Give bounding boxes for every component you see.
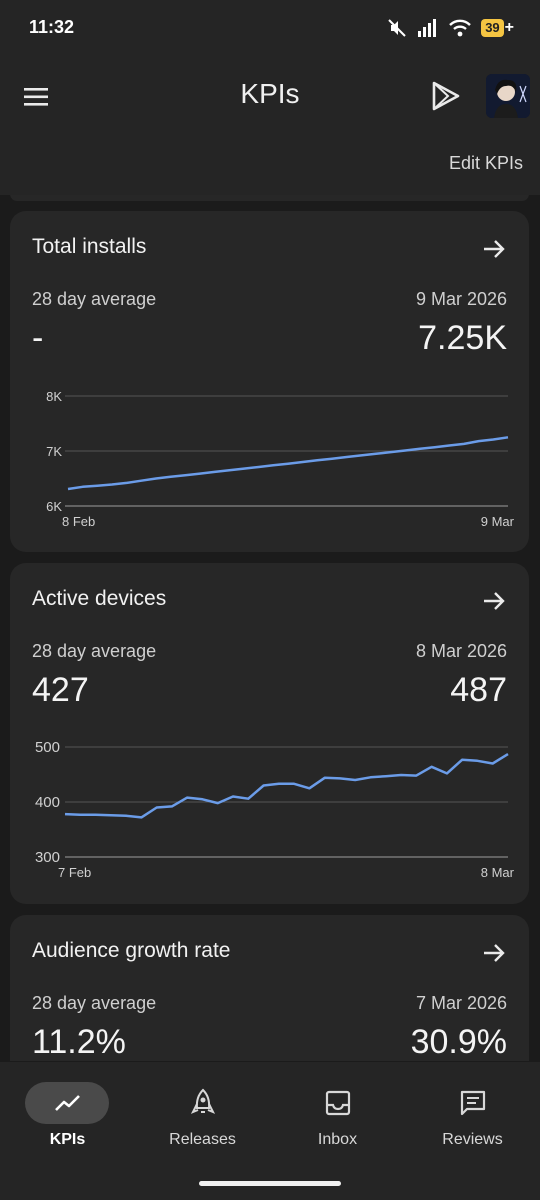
avatar[interactable] xyxy=(486,74,530,118)
kpi-list[interactable]: Total installs 28 day average 9 Mar 2026… xyxy=(0,195,540,1061)
nav-label: Reviews xyxy=(442,1131,503,1148)
kpi-card-total-installs[interactable]: Total installs 28 day average 9 Mar 2026… xyxy=(10,211,529,552)
page-title: KPIs xyxy=(240,78,300,109)
arrow-right-icon[interactable] xyxy=(481,940,507,966)
active-indicator xyxy=(25,1082,109,1124)
nav-item-kpis[interactable]: KPIs xyxy=(0,1082,135,1162)
kpi-card-audience-growth[interactable]: Audience growth rate 28 day average 7 Ma… xyxy=(10,915,529,1061)
kpi-card-active-devices[interactable]: Active devices 28 day average 8 Mar 2026… xyxy=(10,563,529,904)
average-value: - xyxy=(32,319,44,357)
series-line xyxy=(64,753,509,819)
installs-line-chart: 8K 7K 6K 8 Feb 9 Mar xyxy=(46,389,515,529)
mute-icon xyxy=(388,19,406,37)
charging-indicator: + xyxy=(504,19,514,36)
average-value: 427 xyxy=(32,671,89,709)
edit-kpis-link[interactable]: Edit KPIs xyxy=(448,153,523,173)
latest-date: 9 Mar 2026 xyxy=(415,289,507,309)
average-label: 28 day average xyxy=(32,993,157,1013)
menu-icon[interactable] xyxy=(22,82,52,112)
card-title: Audience growth rate xyxy=(32,939,231,962)
app-bar: KPIs Edit KPIs xyxy=(0,60,540,195)
latest-value: 7.25K xyxy=(418,319,507,357)
nav-label: Inbox xyxy=(317,1131,358,1148)
rocket-icon xyxy=(190,1088,215,1114)
x-tick-label: 9 Mar xyxy=(481,514,515,529)
review-icon xyxy=(460,1090,485,1116)
x-tick-label: 8 Feb xyxy=(62,514,95,529)
y-tick-label: 6K xyxy=(46,499,62,514)
y-tick-label: 400 xyxy=(35,794,60,811)
card-title: Total installs xyxy=(32,235,147,258)
wifi-icon xyxy=(449,19,472,37)
arrow-right-icon[interactable] xyxy=(481,588,507,614)
latest-value: 30.9% xyxy=(410,1023,507,1061)
x-tick-label: 8 Mar xyxy=(481,865,515,880)
status-icons: 39 + xyxy=(387,18,514,38)
bottom-navigation: KPIs Releases Inbox Review xyxy=(0,1062,540,1200)
active-devices-line-chart: 500 400 300 7 Feb 8 Mar xyxy=(35,739,515,880)
nav-label: KPIs xyxy=(49,1131,86,1148)
latest-date: 7 Mar 2026 xyxy=(415,993,507,1013)
nav-label: Releases xyxy=(169,1131,236,1148)
status-time: 11:32 xyxy=(29,17,75,37)
nav-item-inbox[interactable]: Inbox xyxy=(270,1082,405,1162)
y-tick-label: 500 xyxy=(35,739,60,756)
series-line xyxy=(67,436,509,491)
y-tick-label: 300 xyxy=(35,849,60,866)
average-label: 28 day average xyxy=(32,641,157,661)
previous-card-edge xyxy=(10,195,529,201)
latest-value: 487 xyxy=(450,671,507,709)
average-value: 11.2% xyxy=(32,1023,126,1061)
card-title: Active devices xyxy=(32,587,167,610)
y-tick-label: 8K xyxy=(46,389,62,404)
play-console-icon[interactable] xyxy=(426,77,464,115)
battery-indicator: 39 + xyxy=(481,19,514,37)
latest-date: 8 Mar 2026 xyxy=(415,641,507,661)
inbox-icon xyxy=(325,1090,350,1116)
arrow-right-icon[interactable] xyxy=(481,236,507,262)
signal-icon xyxy=(418,19,437,37)
nav-item-reviews[interactable]: Reviews xyxy=(405,1082,540,1162)
y-tick-label: 7K xyxy=(46,444,62,459)
trending-up-icon xyxy=(54,1095,80,1111)
status-bar: 11:32 39 + xyxy=(0,0,540,60)
average-label: 28 day average xyxy=(32,289,157,309)
x-tick-label: 7 Feb xyxy=(58,865,91,880)
nav-item-releases[interactable]: Releases xyxy=(135,1082,270,1162)
battery-level: 39 xyxy=(481,19,504,37)
home-indicator xyxy=(199,1181,341,1186)
